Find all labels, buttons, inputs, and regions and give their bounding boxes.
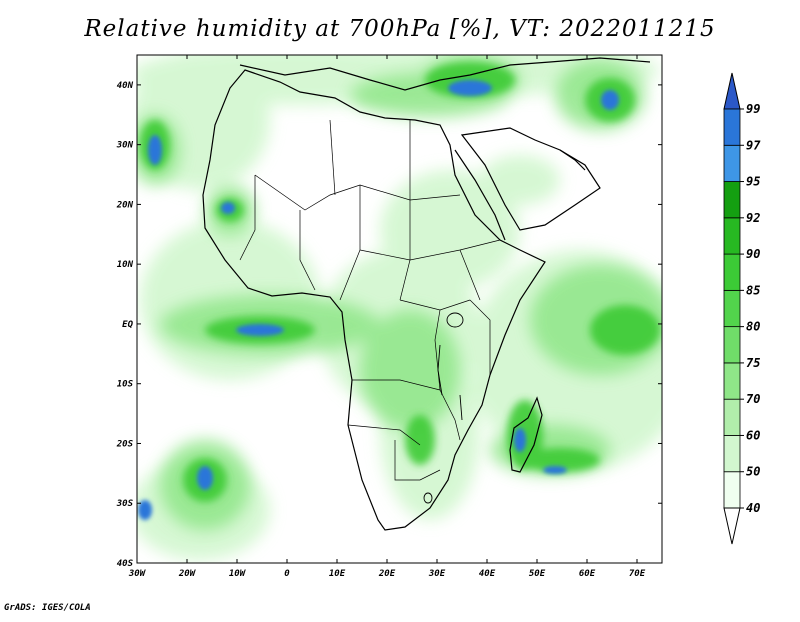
europe-coast: [239, 57, 651, 91]
colorbar-label: 40: [746, 501, 760, 515]
grads-credit: GrADS: IGES/COLA: [4, 603, 91, 613]
latitude-axis: 40N 30N 20N 10N EQ 10S 20S 30S 40S: [116, 81, 662, 569]
colorbar-label: 97: [746, 138, 761, 152]
red-sea: [454, 149, 506, 241]
lat-tick-label: 10N: [117, 260, 134, 270]
madagascar-outline: [509, 396, 543, 473]
lat-tick-label: 20S: [116, 439, 134, 449]
colorbar-extend-high: [723, 72, 741, 110]
colorbar-label: 75: [746, 356, 760, 370]
colorbar-label: 99: [746, 102, 760, 116]
lat-tick-label: 20N: [116, 200, 134, 210]
arabia-outline: [460, 127, 601, 231]
lon-tick-label: 10W: [229, 569, 247, 579]
colorbar-label: 95: [746, 175, 760, 189]
africa-outline: [202, 69, 546, 531]
lon-tick-label: 20W: [178, 569, 197, 579]
longitude-axis: 30W 20W 10W 0 10E 20E 30E 40E 50E 60E 70E: [128, 55, 646, 579]
colorbar-label: 70: [746, 392, 760, 406]
coastlines: [202, 57, 651, 531]
colorbar-label: 90: [746, 247, 760, 261]
colorbar-segment: [723, 471, 741, 509]
lakes: [423, 312, 464, 504]
lat-tick-label: 40S: [117, 559, 134, 569]
colorbar-segment: [723, 217, 741, 255]
colorbar-segment: [723, 326, 741, 364]
lon-tick-label: 70E: [629, 569, 646, 579]
map-frame: [136, 54, 663, 564]
lat-tick-label: 30N: [116, 141, 134, 151]
lon-tick-label: 0: [284, 569, 290, 579]
colorbar-segment: [723, 435, 741, 473]
colorbar-segment: [723, 398, 741, 436]
lon-tick-label: 50E: [529, 569, 546, 579]
lat-tick-label: 30S: [116, 499, 134, 509]
colorbar-label: 60: [746, 428, 760, 442]
colorbar-segment: [723, 181, 741, 219]
lon-tick-label: 60E: [579, 569, 596, 579]
colorbar-label: 92: [746, 211, 760, 225]
lon-tick-label: 40E: [479, 569, 496, 579]
colorbar-segment: [723, 362, 741, 400]
colorbar-label: 85: [746, 283, 760, 297]
lon-tick-label: 10E: [329, 569, 346, 579]
colorbar-segment: [723, 144, 741, 182]
lat-tick-label: 40N: [117, 81, 134, 91]
colorbar-extend-low: [723, 507, 741, 545]
lon-tick-label: 30W: [128, 569, 147, 579]
lat-tick-label: 10S: [117, 380, 134, 390]
colorbar-segment: [723, 289, 741, 328]
colorbar-segment: [723, 108, 741, 146]
persian-gulf: [559, 149, 586, 171]
colorbar: 40 50 60 70 75 80 85 90 92 95 97 99: [723, 72, 761, 545]
map-title: Relative humidity at 700hPa [%], VT: 202…: [84, 16, 716, 42]
colorbar-label: 50: [746, 465, 760, 479]
lon-tick-label: 30E: [428, 569, 446, 579]
lon-tick-label: 20E: [378, 569, 396, 579]
colorbar-segment: [723, 253, 741, 291]
lat-tick-label: EQ: [122, 320, 133, 330]
colorbar-label: 80: [746, 320, 760, 334]
